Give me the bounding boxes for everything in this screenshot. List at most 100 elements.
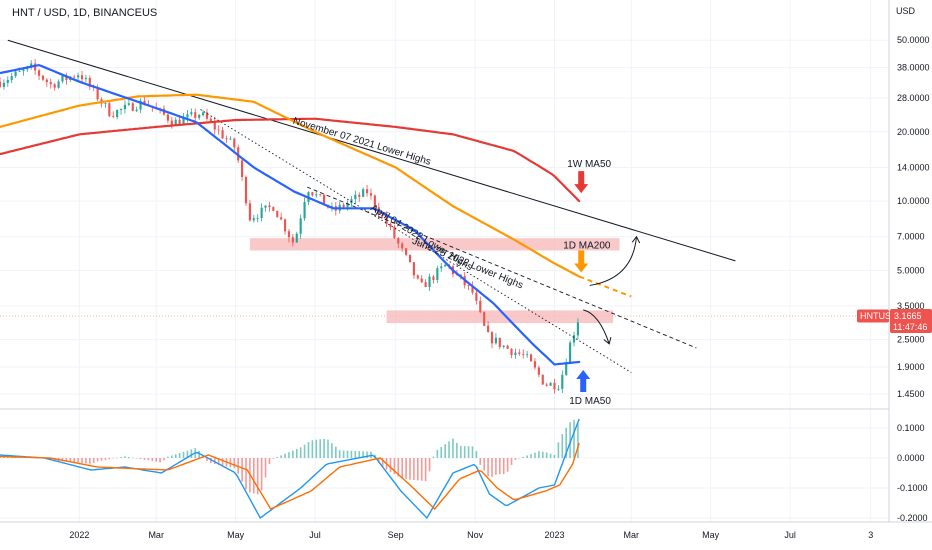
- candle-body: [225, 138, 228, 140]
- time-tick-label: 2022: [69, 530, 89, 540]
- macd-panel: [0, 418, 580, 520]
- candle-body: [61, 76, 64, 82]
- macd-histogram-bar: [198, 451, 200, 458]
- macd-histogram-bar: [338, 450, 341, 458]
- candle-body: [30, 63, 33, 67]
- candle-body: [18, 70, 21, 72]
- candle-body: [346, 203, 349, 207]
- macd-histogram-bar: [479, 458, 482, 465]
- candle-body: [412, 262, 415, 276]
- trendline: [200, 109, 632, 373]
- macd-histogram-bar: [221, 458, 224, 466]
- candle-body: [77, 75, 80, 78]
- macd-histogram-bar: [112, 458, 115, 459]
- price-tick-label: 5.0000: [897, 265, 925, 275]
- candle-body: [389, 223, 392, 227]
- macd-histogram-bar: [295, 448, 298, 458]
- candle-body: [381, 214, 384, 216]
- candle-body: [291, 237, 294, 243]
- candle-body: [241, 160, 244, 178]
- candle-body: [244, 177, 248, 204]
- macd-histogram-bar: [463, 446, 466, 458]
- macd-histogram-bar: [186, 450, 189, 458]
- candle-body: [553, 382, 556, 390]
- candle-body: [182, 117, 185, 125]
- candle-body: [436, 268, 439, 280]
- macd-histogram-bar: [284, 453, 286, 458]
- candle-body: [88, 77, 91, 87]
- candle-body: [475, 292, 478, 301]
- candle-body: [166, 114, 169, 121]
- price-tick-label: 1.9000: [897, 362, 925, 372]
- price-tick-label: 3.5000: [897, 301, 925, 311]
- macd-histogram-bar: [182, 451, 185, 458]
- candle-body: [6, 79, 9, 83]
- time-tick-label: May: [227, 530, 245, 540]
- macd-histogram-bar: [85, 458, 87, 464]
- candle-body: [143, 100, 146, 105]
- price-candles: [0, 59, 579, 394]
- candle-body: [405, 248, 408, 255]
- macd-histogram-bar: [491, 458, 493, 477]
- candle-body: [127, 103, 130, 105]
- time-tick-label: May: [702, 530, 720, 540]
- macd-histogram-bar: [108, 458, 111, 460]
- chart-title: HNT / USD, 1D, BINANCEUS: [12, 7, 157, 19]
- macd-histogram-bar: [467, 446, 470, 458]
- macd-histogram-bar: [151, 458, 154, 461]
- macd-histogram-bar: [167, 456, 169, 458]
- price-tick-label: 20.0000: [897, 127, 930, 137]
- macd-histogram-bar: [377, 458, 380, 463]
- macd-tick-label: 0.0000: [897, 453, 925, 463]
- macd-histogram-bar: [561, 434, 564, 458]
- macd-histogram-bar: [565, 428, 568, 458]
- macd-histogram-bar: [178, 453, 181, 458]
- macd-axis-ticks: 0.1000 0.0000 -0.1000 -0.2000: [897, 423, 928, 523]
- candle-body: [139, 100, 142, 110]
- candle-body: [498, 337, 501, 347]
- candle-body: [569, 342, 572, 364]
- candle-body: [303, 202, 306, 219]
- macd-histogram-bar: [171, 455, 173, 458]
- candle-body: [561, 374, 564, 389]
- macd-histogram-bar: [545, 452, 548, 458]
- macd-histogram-bar: [256, 458, 259, 495]
- ma50w-arrow: [574, 171, 589, 194]
- macd-histogram-bar: [335, 446, 337, 458]
- time-axis[interactable]: 2022 Mar May Jul Sep Nov 2023 Mar May Jul 3: [0, 521, 932, 550]
- candle-body: [256, 217, 259, 219]
- candle-body: [268, 205, 271, 208]
- macd-histogram-bar: [417, 458, 419, 481]
- price-zone: [386, 310, 614, 324]
- price-tick-label: 38.0000: [897, 63, 930, 73]
- candle-body: [112, 116, 115, 118]
- price-axis[interactable]: USD 50.0000 38.0000 28.0000 20.0000 14.0000 1…: [888, 0, 932, 523]
- price-tick-label: 7.0000: [897, 232, 925, 242]
- price-axis-currency: USD: [896, 6, 916, 16]
- candle-body: [264, 205, 267, 208]
- candle-body: [0, 81, 2, 87]
- moving-averages: [0, 63, 632, 366]
- candle-body: [45, 79, 48, 83]
- candle-body: [557, 388, 560, 390]
- candle-body: [365, 189, 369, 194]
- annotation-arrows: [574, 171, 641, 392]
- macd-histogram-bar: [96, 458, 99, 462]
- macd-histogram-bar: [100, 458, 103, 461]
- macd-histogram-bar: [350, 450, 353, 458]
- price-tick-label: 1.4500: [897, 389, 925, 399]
- macd-histogram-bar: [534, 452, 536, 458]
- candle-body: [2, 82, 5, 87]
- candle-body: [467, 285, 470, 286]
- candle-body: [14, 71, 17, 77]
- candle-body: [529, 354, 533, 362]
- trendline: [307, 186, 697, 349]
- candle-body: [537, 367, 540, 375]
- candle-body: [483, 312, 486, 326]
- candle-body: [408, 254, 412, 263]
- candle-body: [428, 276, 431, 288]
- macd-histogram-bar: [459, 445, 462, 458]
- macd-histogram-bar: [89, 458, 91, 464]
- candle-body: [545, 384, 548, 386]
